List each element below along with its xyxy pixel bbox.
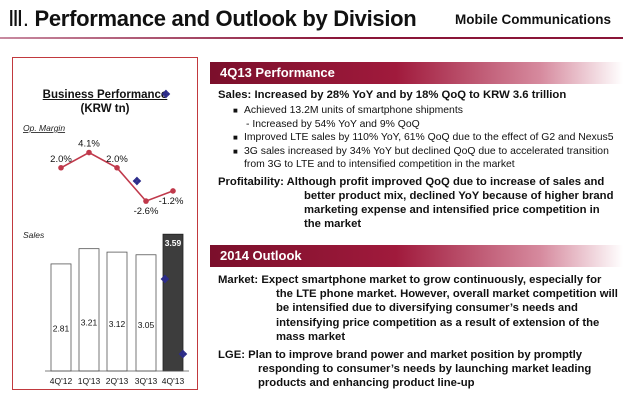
op-margin-point [86,149,92,156]
op-margin-value-label: 2.0% [106,154,128,165]
x-tick-label: 2Q'13 [106,376,129,386]
square-bullet-icon: ■ [233,133,238,143]
header-rule [0,37,623,39]
sales-bar [106,251,128,372]
square-bullet-icon: ■ [233,106,238,116]
x-tick-label: 4Q'13 [162,376,185,386]
sub-bullet: ■ Achieved 13.2M units of smartphone ship… [218,104,618,118]
header: Ⅲ. Performance and Outlook by Division M… [0,0,623,39]
market-bullet: ❖Market: Expect smartphone market to gro… [160,273,618,344]
x-tick-label: 3Q'13 [135,376,158,386]
sub-bullet: ■ 3G sales increased by 34% YoY but decli… [218,145,618,172]
band-4q13-performance: 4Q13 Performance [210,62,623,84]
performance-text: ❖ Sales: Increased by 28% YoY and by 18% … [132,88,618,232]
profit-head: Profitability: [218,175,284,188]
profit-text: Although profit improved QoQ due to incr… [286,175,614,231]
section-number: Ⅲ. [8,6,29,31]
market-text: Expect smartphone market to grow continu… [261,274,618,343]
op-margin-value-label: 2.0% [50,154,72,165]
sales-text: Increased by 28% YoY and by 18% QoQ to K… [254,89,567,101]
x-tick-label: 1Q'13 [78,376,101,386]
sub-bullet: ■ Improved LTE sales by 110% YoY, 61% QoQ… [218,131,618,145]
op-margin-point [143,198,149,204]
lge-bullet: ❖LGE: Plan to improve brand power and ma… [178,348,618,391]
market-head: Market: [218,274,259,286]
sales-bar [78,248,100,372]
sales-section-label: Sales [23,230,45,240]
op-margin-point [58,164,64,171]
sales-bullet: ❖ Sales: Increased by 28% YoY and by 18% … [161,89,567,101]
profitability-bullet: ❖ Profitability: Although profit improved… [132,175,614,231]
sub-text: Improved LTE sales by 110% YoY, 61% QoQ … [244,132,614,144]
sub-dash-line: - Increased by 54% YoY and 9% QoQ [246,118,420,130]
lge-head: LGE: [218,349,245,362]
business-performance-chart: Op. Margin Sales 2.0% 4.1% 2.0% -2.6%-1.2% 2.8… [23,123,189,386]
op-margin-value-label: -1.2% [159,196,184,207]
sales-bar [135,254,157,372]
chart-title: Business Performance [42,89,168,101]
sales-value-label: 2.81 [53,323,70,333]
sub-text: Achieved 13.2M units of smartphone shipm… [244,105,463,117]
band-2014-outlook: 2014 Outlook [210,245,623,267]
op-margin-point [114,164,120,171]
sales-value-label: 3.12 [109,319,126,329]
sales-value-label: 3.21 [81,318,98,328]
division-label: Mobile Communications [454,12,611,27]
lge-text: Plan to improve brand power and market p… [248,349,592,390]
op-margin-point [170,188,176,194]
page-title: Ⅲ. Performance and Outlook by Division [8,6,417,32]
sales-bar [50,263,72,372]
chart-panel: Business Performance (KRW tn) Op. Margin… [12,57,198,390]
x-tick-label: 4Q'12 [50,376,73,386]
sales-value-label: 3.05 [138,320,155,330]
margin-section-label: Op. Margin [23,123,65,133]
sub-text: 3G sales increased by 34% YoY but declin… [244,145,609,171]
sales-head: Sales: [218,89,252,101]
op-margin-value-label: -2.6% [134,206,159,217]
op-margin-value-label: 4.1% [78,139,100,150]
chart-unit: (KRW tn) [80,103,130,115]
outlook-text: ❖Market: Expect smartphone market to gro… [160,273,618,391]
sales-value-label: 3.59 [165,238,182,248]
square-bullet-icon: ■ [233,146,238,156]
page-title-text: Performance and Outlook by Division [34,6,417,31]
